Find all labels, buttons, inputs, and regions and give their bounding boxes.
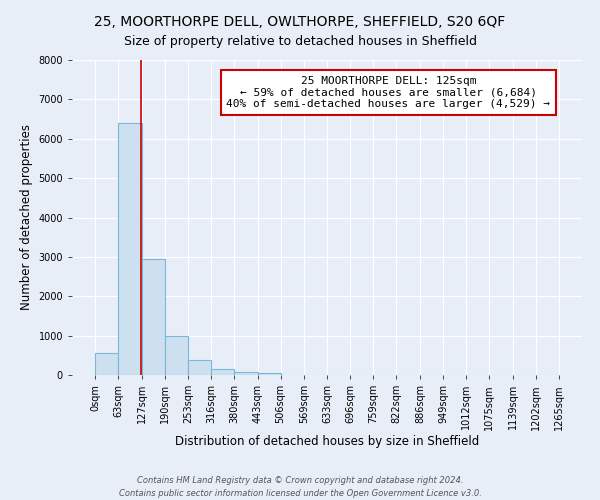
Y-axis label: Number of detached properties: Number of detached properties [20,124,33,310]
Bar [95,354,118,375]
Bar [188,360,211,375]
Text: 25, MOORTHORPE DELL, OWLTHORPE, SHEFFIELD, S20 6QF: 25, MOORTHORPE DELL, OWLTHORPE, SHEFFIEL… [94,15,506,29]
Bar [165,336,188,375]
Text: Size of property relative to detached houses in Sheffield: Size of property relative to detached ho… [124,35,476,48]
Text: 25 MOORTHORPE DELL: 125sqm
← 59% of detached houses are smaller (6,684)
40% of s: 25 MOORTHORPE DELL: 125sqm ← 59% of deta… [226,76,550,109]
Bar [118,123,142,375]
Bar [235,372,257,375]
Text: Contains HM Land Registry data © Crown copyright and database right 2024.
Contai: Contains HM Land Registry data © Crown c… [119,476,481,498]
Bar [142,259,165,375]
Bar [257,373,281,375]
X-axis label: Distribution of detached houses by size in Sheffield: Distribution of detached houses by size … [175,435,479,448]
Bar [211,369,235,375]
